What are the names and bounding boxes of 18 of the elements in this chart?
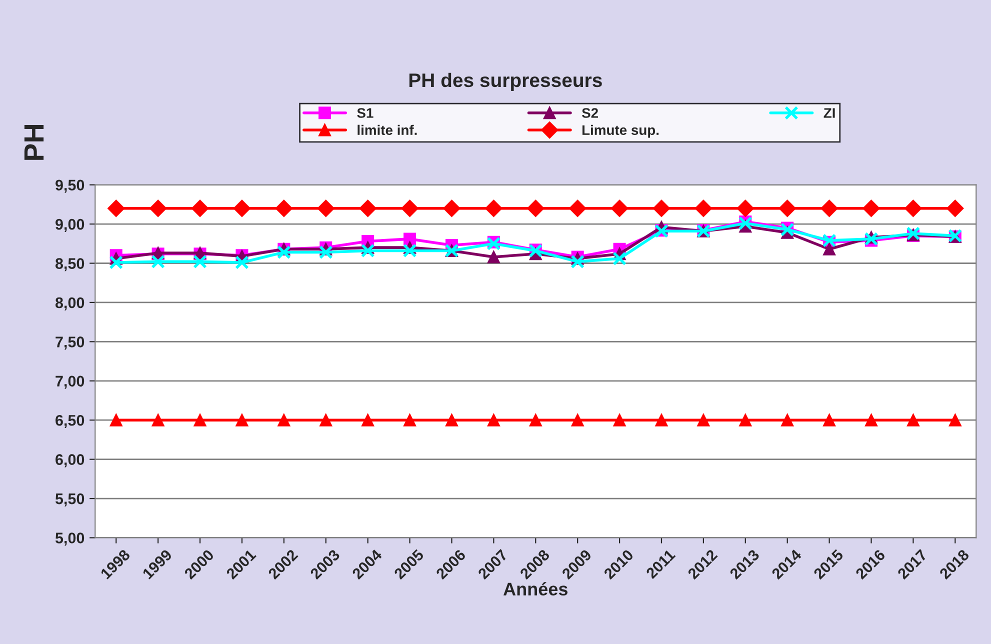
y-tick-label: 9,50 (56, 180, 84, 193)
y-tick-label: 5,00 (55, 532, 84, 546)
legend-label: S1 (357, 108, 374, 118)
y-tick-label: 7,00 (56, 376, 84, 389)
y-tick-label: 6,00 (56, 454, 84, 468)
y-tick-label: 9,00 (56, 218, 84, 232)
chart-title: PH des surpresseurs (409, 72, 602, 91)
legend-label: S2 (582, 108, 598, 118)
legend-label: limite inf. (358, 124, 417, 136)
x-axis-title: Années (503, 582, 568, 596)
y-tick-label: 8,00 (55, 297, 84, 310)
y-tick-label: 5,50 (55, 493, 84, 506)
y-tick-label: 7,50 (56, 336, 84, 350)
y-axis-title: PH (24, 125, 44, 160)
legend-label: ZI (824, 108, 835, 118)
y-tick-label: 6,50 (56, 414, 84, 428)
legend-label: Limute sup. (582, 124, 659, 138)
y-tick-label: 8,50 (55, 258, 84, 272)
